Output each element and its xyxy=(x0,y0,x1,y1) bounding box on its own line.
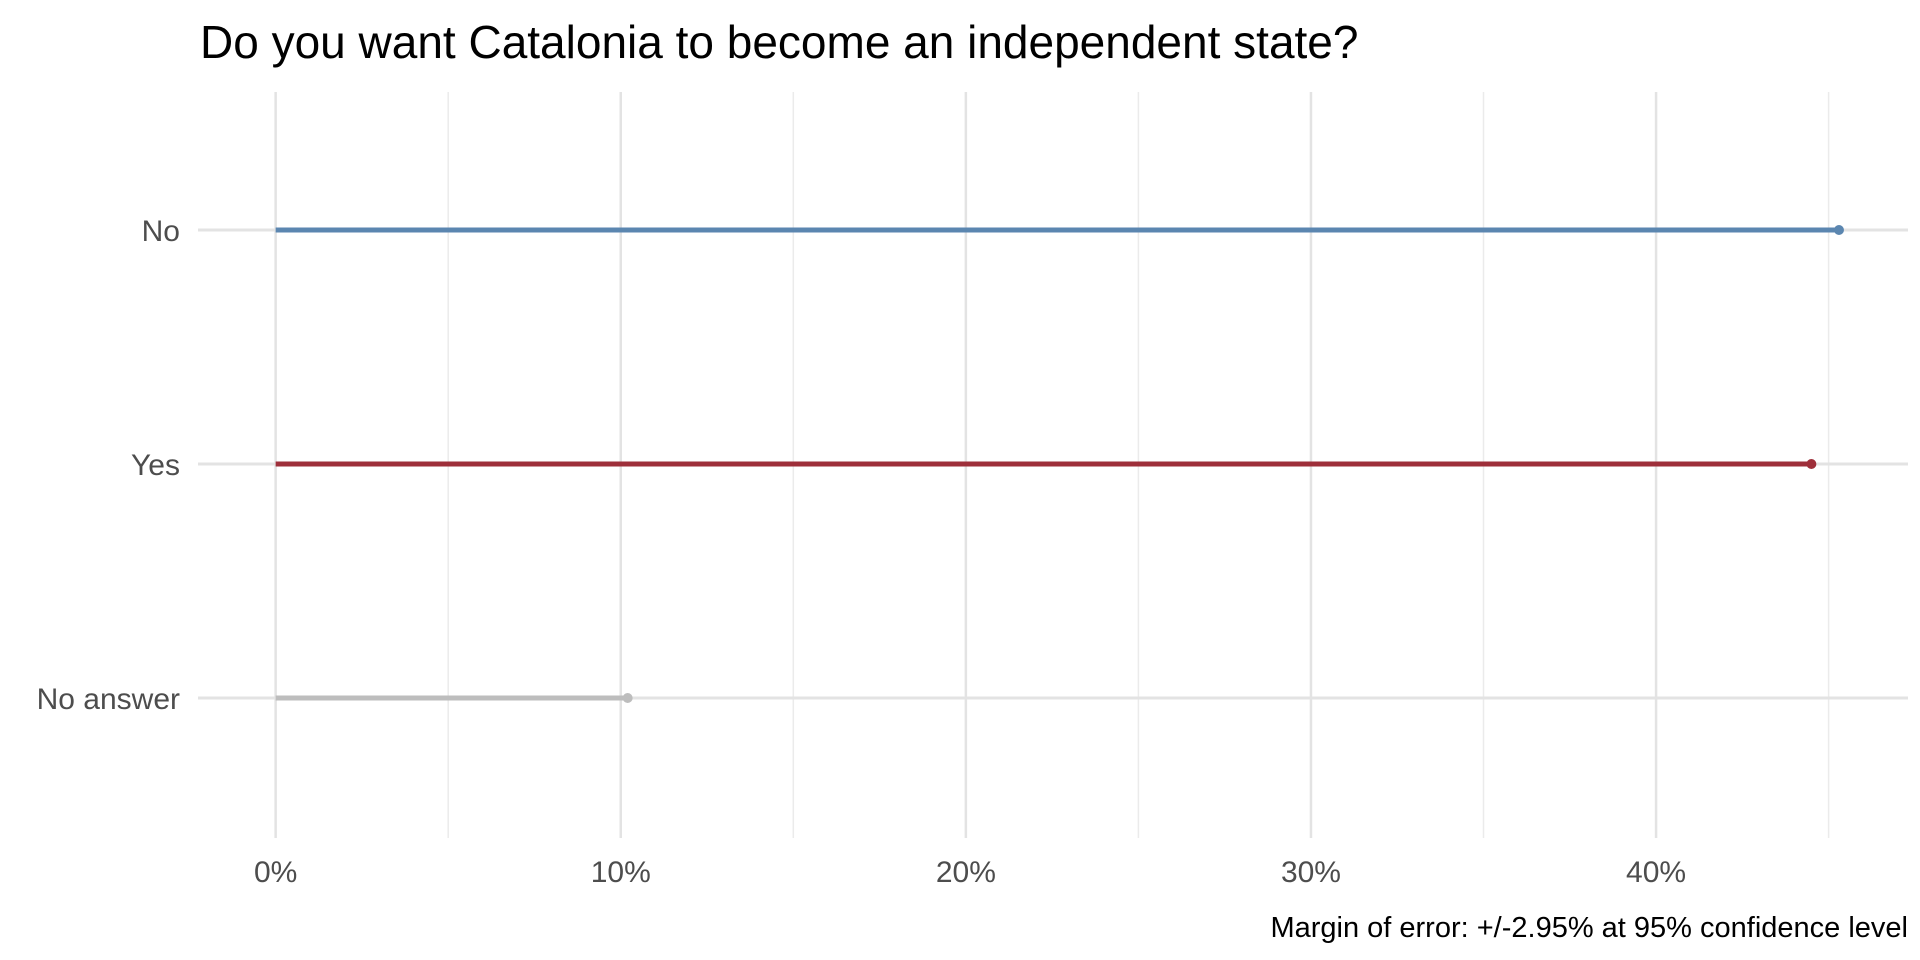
y-tick-label: No answer xyxy=(37,683,180,716)
y-tick-label: Yes xyxy=(131,449,180,482)
y-axis: No Yes No answer xyxy=(37,215,180,716)
x-axis: 0% 10% 20% 30% 40% xyxy=(254,856,1686,889)
chart-marks xyxy=(275,225,1844,703)
x-tick-label: 10% xyxy=(591,856,651,889)
lollipop-point-no-answer xyxy=(622,693,633,703)
x-tick-label: 30% xyxy=(1281,856,1341,889)
x-tick-label: 0% xyxy=(254,856,297,889)
x-tick-label: 20% xyxy=(936,856,996,889)
chart-title: Do you want Catalonia to become an indep… xyxy=(200,16,1358,68)
lollipop-point-no xyxy=(1833,225,1844,235)
chart-caption: Margin of error: +/-2.95% at 95% confide… xyxy=(1270,912,1908,944)
lollipop-point-yes xyxy=(1806,459,1817,469)
y-tick-label: No xyxy=(142,215,180,248)
x-tick-label: 40% xyxy=(1626,856,1686,889)
